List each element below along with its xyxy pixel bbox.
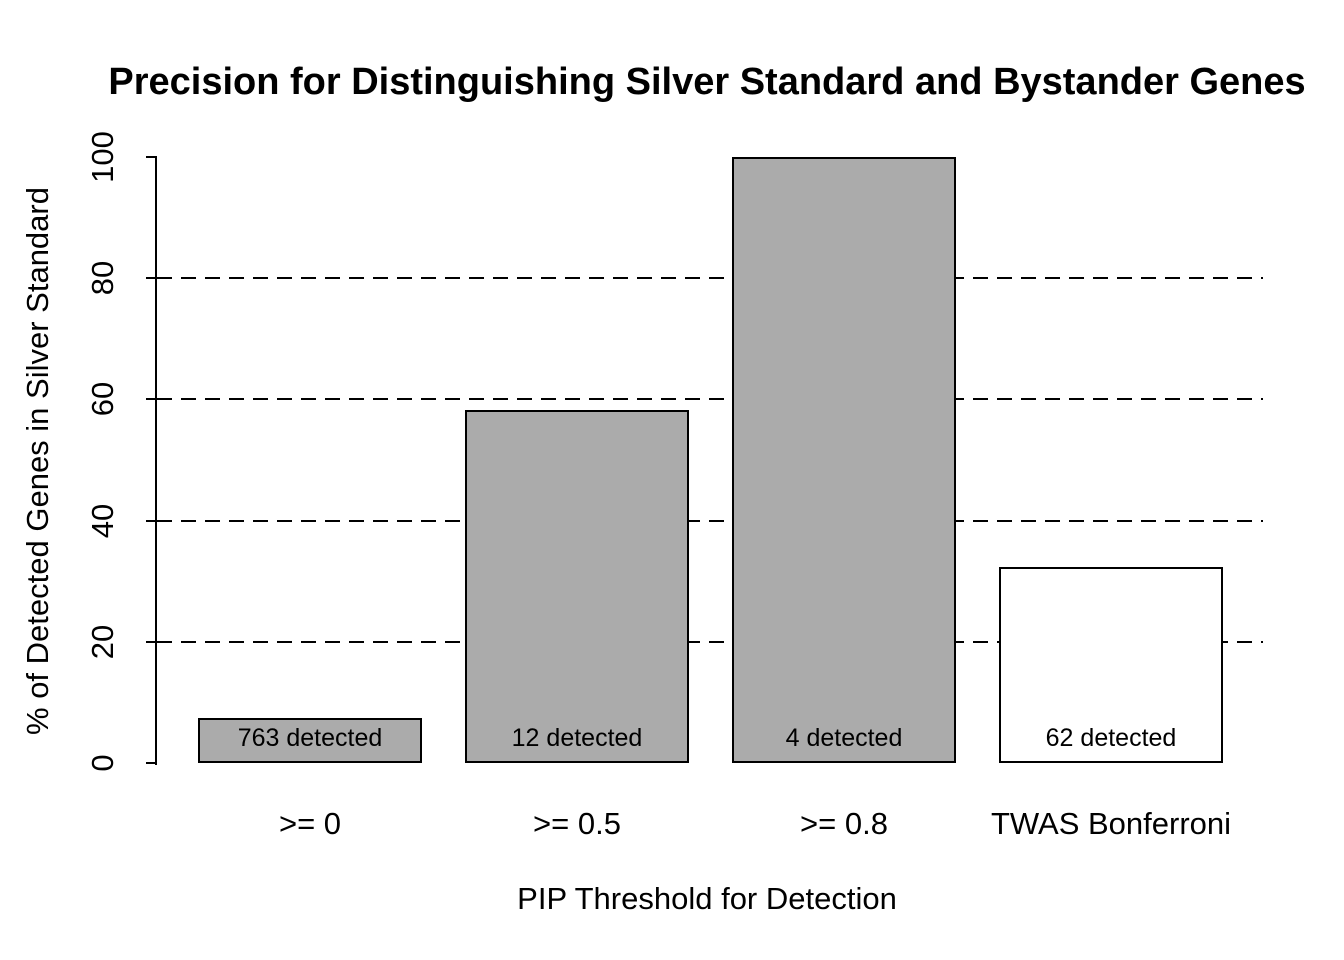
y-tick-mark [146,156,157,158]
x-tick-label: TWAS Bonferroni [990,806,1232,841]
y-tick-mark [146,762,157,764]
y-tick-mark [146,640,157,643]
bar [732,157,956,763]
gridline [157,277,1263,280]
y-tick-label: 40 [85,503,120,538]
bar-count-label: 763 detected [237,724,383,752]
y-tick-label: 0 [85,754,120,772]
bar [198,717,422,763]
x-tick-label: >= 0.8 [800,806,888,841]
y-tick-label: 60 [85,382,120,417]
y-axis-line [155,156,157,765]
x-axis-label: PIP Threshold for Detection [517,881,897,916]
bar-count-label: 4 detected [785,724,903,752]
x-tick-label: >= 0 [278,806,342,841]
y-tick-label: 20 [85,624,120,660]
bar [465,409,689,763]
chart-title: Precision for Distinguishing Silver Stan… [108,61,1306,103]
y-axis-label: % of Detected Genes in Silver Standard [20,187,55,735]
y-tick-mark [146,398,157,401]
x-tick-label: >= 0.5 [533,806,621,841]
gridline [157,398,1263,401]
gridline [157,640,1263,643]
y-tick-mark [146,277,157,280]
bar-count-label: 62 detected [1045,724,1177,752]
y-tick-mark [146,519,157,522]
bar-count-label: 12 detected [511,724,643,752]
y-tick-label: 100 [85,131,120,183]
bar [999,567,1223,763]
gridline [157,519,1263,522]
y-tick-label: 80 [85,260,120,296]
